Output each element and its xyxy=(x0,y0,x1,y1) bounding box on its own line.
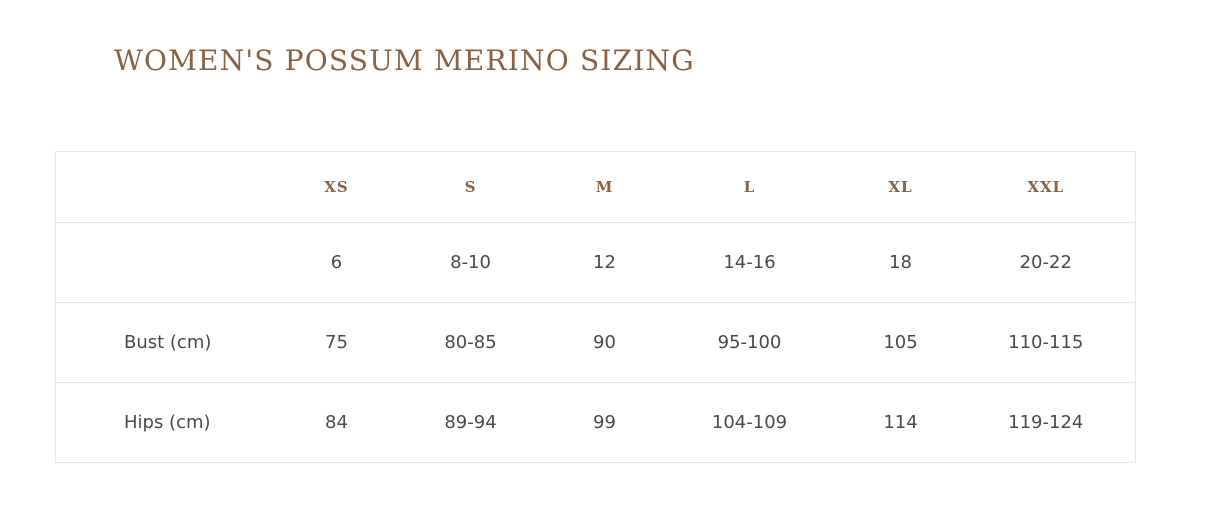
table-row: Bust (cm) 75 80-85 90 95-100 105 110-115 xyxy=(55,302,1136,383)
header-cell-m: M xyxy=(595,178,614,196)
table-row: 6 8-10 12 14-16 18 20-22 xyxy=(55,222,1136,303)
header-cell-xs: XS xyxy=(324,178,349,196)
sizing-table: XS S M L XL XXL 6 8-10 12 14-16 18 20-22… xyxy=(55,151,1136,463)
table-cell: 14-16 xyxy=(654,222,845,303)
page-title: WOMEN'S POSSUM MERINO SIZING xyxy=(114,44,695,77)
table-header-row: XS S M L XL XXL xyxy=(56,152,1136,223)
header-cell-xl: XL xyxy=(888,178,913,196)
table-cell: 99 xyxy=(554,382,655,463)
table-cell: 110-115 xyxy=(956,302,1136,383)
table-cell: 75 xyxy=(286,302,387,383)
table-cell: 18 xyxy=(844,222,957,303)
header-cell-xxl: XXL xyxy=(1027,178,1065,196)
table-cell: 84 xyxy=(286,382,387,463)
table-cell: 114 xyxy=(844,382,957,463)
header-cell-l: L xyxy=(743,178,756,196)
table-cell: 89-94 xyxy=(386,382,555,463)
row-label-bust: Bust (cm) xyxy=(55,302,287,383)
table-cell: 12 xyxy=(554,222,655,303)
header-cell-s: S xyxy=(464,178,477,196)
table-cell: 105 xyxy=(844,302,957,383)
table-cell: 90 xyxy=(554,302,655,383)
table-row: Hips (cm) 84 89-94 99 104-109 114 119-12… xyxy=(55,382,1136,463)
table-cell: 6 xyxy=(286,222,387,303)
table-cell: 104-109 xyxy=(654,382,845,463)
table-cell: 8-10 xyxy=(386,222,555,303)
row-label-hips: Hips (cm) xyxy=(55,382,287,463)
table-cell: 95-100 xyxy=(654,302,845,383)
table-cell: 80-85 xyxy=(386,302,555,383)
row-label xyxy=(55,222,287,303)
table-cell: 20-22 xyxy=(956,222,1136,303)
header-cell-empty xyxy=(56,152,287,223)
table-cell: 119-124 xyxy=(956,382,1136,463)
